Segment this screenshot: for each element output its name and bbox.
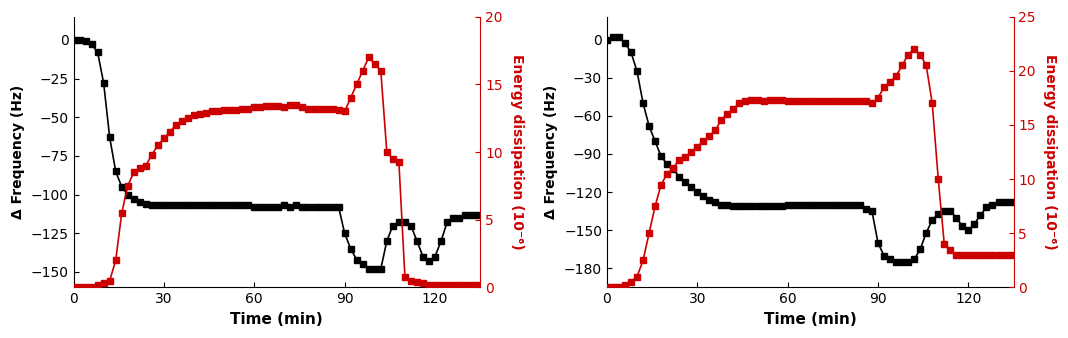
Y-axis label: Energy dissipation (10⁻⁶): Energy dissipation (10⁻⁶) [509, 54, 523, 250]
X-axis label: Time (min): Time (min) [764, 312, 857, 327]
Y-axis label: Δ Frequency (Hz): Δ Frequency (Hz) [545, 85, 559, 219]
Y-axis label: Energy dissipation (10⁻⁶): Energy dissipation (10⁻⁶) [1042, 54, 1057, 250]
Y-axis label: Δ Frequency (Hz): Δ Frequency (Hz) [11, 85, 26, 219]
X-axis label: Time (min): Time (min) [231, 312, 324, 327]
